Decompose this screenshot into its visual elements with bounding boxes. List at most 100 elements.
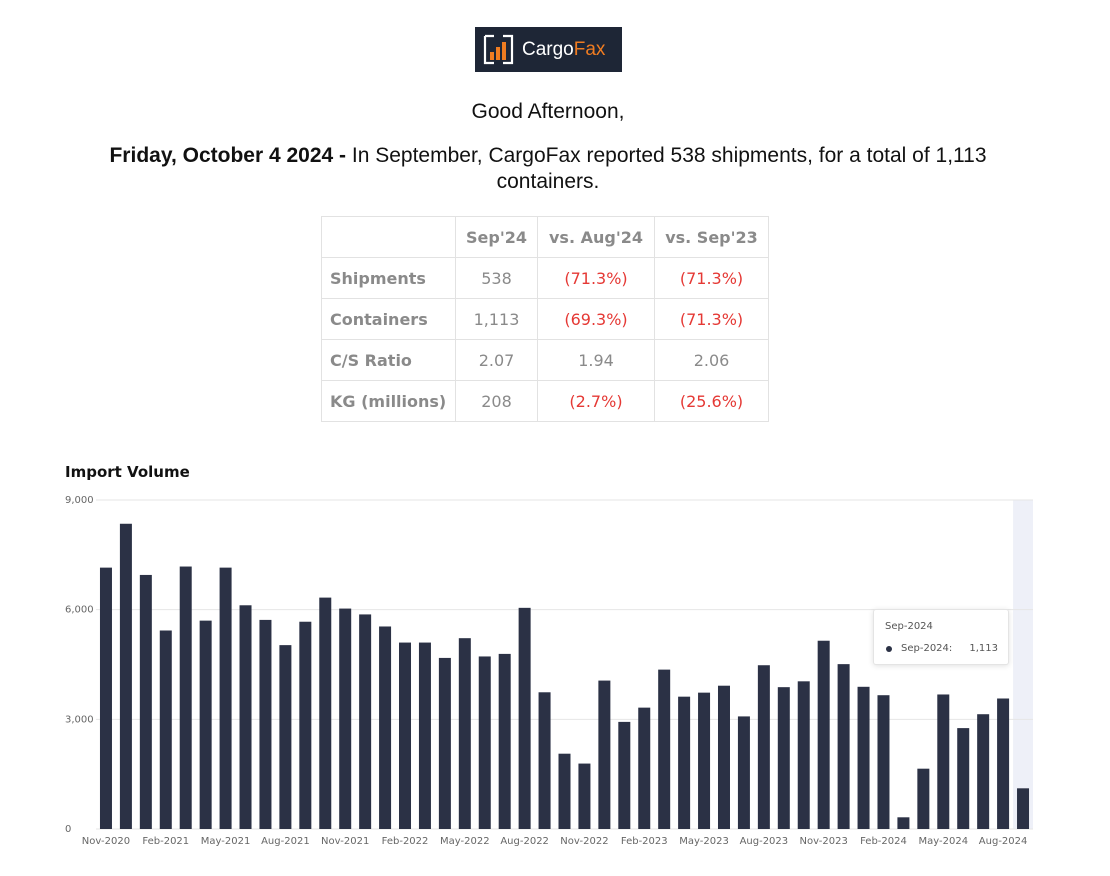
bar	[997, 698, 1010, 829]
tooltip-series-dot	[886, 646, 892, 652]
cargofax-logo: CargoFax	[475, 27, 622, 72]
bar	[797, 681, 810, 829]
y-tick-label: 9,000	[65, 495, 94, 506]
bar	[638, 707, 651, 829]
cell-vs-sep23: (71.3%)	[654, 298, 769, 340]
x-tick-label: May-2022	[440, 836, 490, 847]
bar	[777, 687, 790, 829]
bar	[399, 642, 412, 829]
bar	[219, 567, 232, 829]
bar	[717, 685, 730, 829]
x-tick-label: Feb-2023	[621, 836, 668, 847]
tooltip-title: Sep-2024	[885, 621, 933, 632]
bar	[917, 768, 930, 829]
cell-vs-aug24: (2.7%)	[537, 380, 655, 422]
bar-chart-logo-icon	[483, 34, 514, 65]
bar	[478, 656, 491, 829]
bar	[319, 597, 332, 829]
cell-vs-aug24: 1.94	[537, 339, 655, 381]
chart-tooltip: Sep-2024 Sep-2024: 1,113	[873, 609, 1009, 665]
bar	[737, 716, 750, 829]
bar	[698, 692, 711, 829]
chart-title: Import Volume	[65, 463, 190, 481]
bar	[458, 638, 471, 829]
bar	[618, 721, 631, 829]
logo-wordmark: CargoFax	[522, 39, 606, 60]
x-tick-label: Aug-2022	[500, 836, 549, 847]
bar	[498, 653, 511, 829]
table-row-shipments: Shipments 538 (71.3%) (71.3%)	[321, 257, 769, 299]
bar	[957, 728, 970, 829]
bar	[438, 657, 451, 829]
bar	[837, 664, 850, 829]
bar	[239, 605, 252, 829]
bar	[339, 608, 352, 829]
cell-sep24: 1,113	[455, 298, 538, 340]
bar	[757, 665, 770, 829]
cell-vs-aug24: (69.3%)	[537, 298, 655, 340]
row-label: KG (millions)	[321, 380, 456, 422]
bar	[418, 642, 431, 829]
cell-vs-sep23: (71.3%)	[654, 257, 769, 299]
bar	[678, 696, 691, 829]
table-row-kg: KG (millions) 208 (2.7%) (25.6%)	[321, 380, 769, 422]
x-tick-label: Nov-2023	[800, 836, 848, 847]
x-tick-label: Feb-2024	[860, 836, 907, 847]
cell-vs-sep23: 2.06	[654, 339, 769, 381]
hover-highlight-band	[1013, 500, 1033, 829]
x-tick-label: May-2023	[679, 836, 729, 847]
bar	[379, 626, 392, 829]
x-tick-label: Nov-2020	[82, 836, 130, 847]
table-row-containers: Containers 1,113 (69.3%) (71.3%)	[321, 298, 769, 340]
row-label: Containers	[321, 298, 456, 340]
intro-date: Friday, October 4 2024 -	[109, 144, 347, 167]
x-tick-label: Aug-2023	[740, 836, 789, 847]
summary-table: Sep'24 vs. Aug'24 vs. Sep'23 Shipments 5…	[321, 216, 769, 422]
bar	[179, 566, 192, 829]
greeting: Good Afternoon,	[471, 100, 625, 123]
tooltip-value: 1,113	[969, 643, 998, 654]
tooltip-series-label: Sep-2024:	[901, 643, 953, 654]
table-header-vs-aug24: vs. Aug'24	[537, 216, 655, 258]
bar	[558, 753, 571, 829]
bar	[658, 669, 671, 829]
table-header-row: Sep'24 vs. Aug'24 vs. Sep'23	[321, 216, 769, 258]
bar	[199, 620, 212, 829]
x-tick-label: Aug-2024	[979, 836, 1028, 847]
bar	[119, 523, 132, 829]
table-header-vs-sep23: vs. Sep'23	[654, 216, 769, 258]
x-tick-label: Feb-2021	[142, 836, 189, 847]
import-volume-chart: 0 3,000 6,000 9,000 Nov-2020 Feb-2021 May-2021…	[65, 495, 1033, 847]
table-header-sep24: Sep'24	[455, 216, 538, 258]
bar	[877, 695, 890, 829]
cell-sep24: 208	[455, 380, 538, 422]
table-header-empty	[321, 216, 456, 258]
x-tick-label: Nov-2022	[560, 836, 608, 847]
row-label: C/S Ratio	[321, 339, 456, 381]
cell-vs-sep23: (25.6%)	[654, 380, 769, 422]
y-tick-label: 6,000	[65, 605, 94, 616]
y-tick-label: 3,000	[65, 714, 94, 725]
bar	[857, 686, 870, 829]
bar	[817, 640, 830, 829]
bar	[1017, 788, 1030, 829]
table-row-cs-ratio: C/S Ratio 2.07 1.94 2.06	[321, 339, 769, 381]
bar	[538, 692, 551, 829]
bar	[598, 680, 611, 829]
x-tick-label: Aug-2021	[261, 836, 310, 847]
bar	[977, 714, 990, 829]
x-tick-label: Feb-2022	[382, 836, 429, 847]
bar	[299, 621, 312, 829]
bar	[937, 694, 950, 829]
cell-sep24: 538	[455, 257, 538, 299]
intro-text: In September, CargoFax reported 538 ship…	[346, 144, 987, 193]
bar	[99, 567, 112, 829]
bar	[259, 619, 272, 829]
intro-paragraph: Friday, October 4 2024 - In September, C…	[60, 143, 1036, 195]
x-tick-label: May-2021	[201, 836, 251, 847]
bar	[139, 574, 152, 829]
bar	[279, 645, 292, 829]
bar	[359, 614, 372, 829]
row-label: Shipments	[321, 257, 456, 299]
x-tick-label: Nov-2021	[321, 836, 369, 847]
